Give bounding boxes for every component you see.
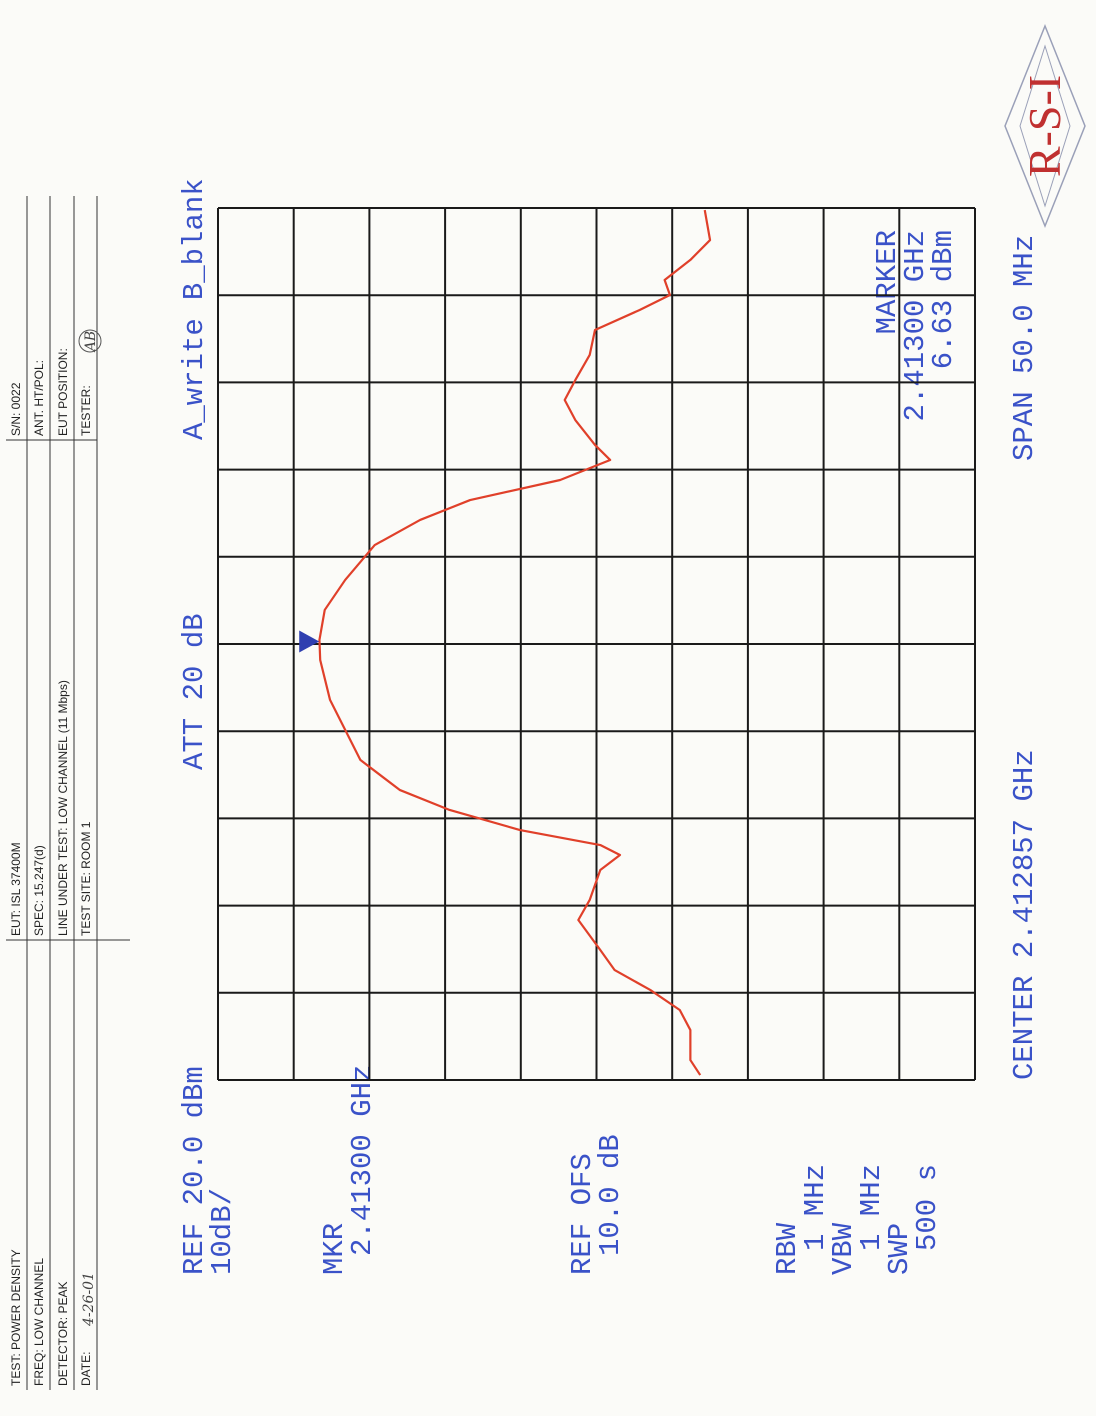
sweep-label: SWP (883, 1223, 916, 1275)
logo-text: R-S-I (1019, 75, 1070, 177)
header-cell: ANT. HT/POL: (32, 360, 46, 436)
rotated-page: 4-26-01 AB R-S-I REF 20.0 dBm 10dB/ ATT … (6, 23, 1086, 1390)
tester-initials: AB (83, 331, 99, 353)
handwritten-date: 4-26-01 (81, 1272, 97, 1327)
attenuation: ATT 20 dB (178, 613, 211, 770)
header-cell: S/N: 0022 (9, 382, 23, 436)
legend-entry: B_blank (178, 178, 211, 300)
vbw-label: VBW (827, 1222, 860, 1275)
mkr-freq: 2.41300 GHz (346, 1065, 379, 1256)
ref-offset: 10.0 dB (594, 1134, 627, 1256)
header-cell: EUT POSITION: (56, 348, 70, 436)
initials-circle (78, 329, 102, 353)
ref-level: REF 20.0 dBm (178, 1066, 211, 1275)
rbw-label: RBW (771, 1222, 804, 1275)
marker (299, 630, 320, 653)
header-cell: DETECTOR: PEAK (56, 1282, 70, 1386)
legend-entry: A_write (178, 318, 211, 440)
header-cell: TEST SITE: ROOM 1 (79, 821, 93, 936)
header-cell: DATE: (79, 1352, 93, 1386)
vbw: 1 MHz (855, 1164, 888, 1251)
span: SPAN 50.0 MHz (1008, 235, 1041, 461)
marker-freq: 2.41300 GHz (899, 230, 932, 421)
sweep: 500 s (911, 1164, 944, 1251)
header-cell: TESTER: (79, 385, 93, 436)
logo: R-S-I (1004, 23, 1086, 229)
marker-level: 6.63 dBm (927, 230, 960, 369)
logo-diamond (1019, 44, 1071, 208)
center-freq: CENTER 2.412857 GHz (1008, 749, 1041, 1080)
rbw: 1 MHz (799, 1164, 832, 1251)
header-cell: LINE UNDER TEST: LOW CHANNEL (11 Mbps) (56, 680, 70, 936)
logo-diamond (1004, 23, 1086, 229)
header-cell: FREQ: LOW CHANNEL (32, 1258, 46, 1386)
header-cell: TEST: POWER DENSITY (9, 1249, 23, 1386)
header-cell: EUT: ISL 37400M (9, 842, 23, 936)
mkr-label: MKR (318, 1223, 351, 1275)
scale: 10dB/ (206, 1188, 239, 1275)
header-cell: SPEC: 15.247(d) (32, 845, 46, 936)
ref-offset-label: REF OFS (566, 1153, 599, 1275)
trace (318, 209, 712, 1076)
